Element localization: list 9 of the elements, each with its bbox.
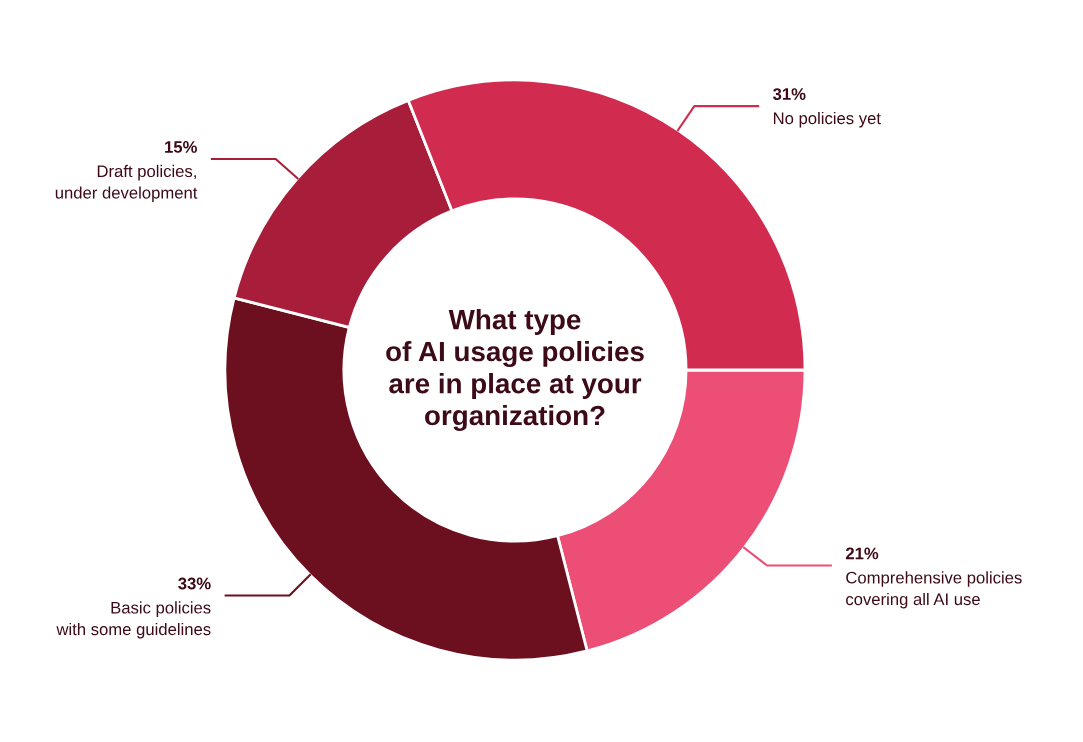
slice-label: Basic policies with some guidelines [56,601,211,639]
slice-label: Comprehensive policies covering all AI use [846,571,1022,609]
text: What type of AI usage policies are in place at your organization? [386,309,644,431]
data-label: 31% [772,88,806,100]
data-label: 21% [845,547,879,560]
data-label: 15% [165,141,197,153]
data-label: 33% [178,577,211,590]
slice-label: No policies yet [773,111,881,128]
slice-label: Draft policies, under development [55,164,198,202]
